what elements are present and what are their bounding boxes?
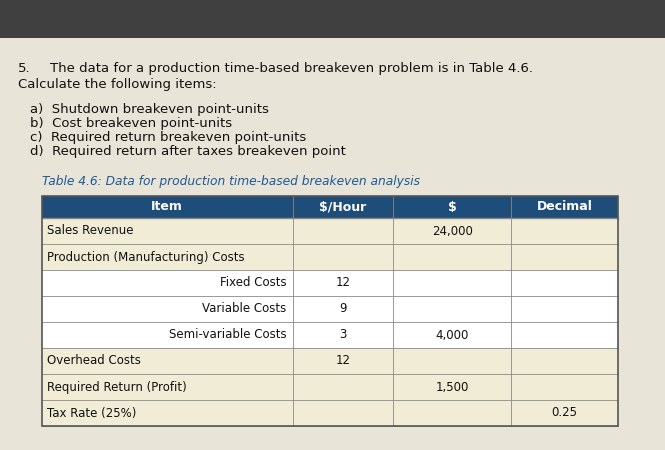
Text: 1,500: 1,500 xyxy=(436,381,469,393)
Text: 24,000: 24,000 xyxy=(432,225,473,238)
Text: Variable Costs: Variable Costs xyxy=(202,302,287,315)
FancyBboxPatch shape xyxy=(42,296,618,322)
Text: Calculate the following items:: Calculate the following items: xyxy=(18,78,217,91)
Text: 5.: 5. xyxy=(18,62,31,75)
Text: 9: 9 xyxy=(339,302,346,315)
Text: Semi-variable Costs: Semi-variable Costs xyxy=(169,328,287,342)
Text: 3: 3 xyxy=(339,328,346,342)
Text: d)  Required return after taxes breakeven point: d) Required return after taxes breakeven… xyxy=(30,145,346,158)
Text: The data for a production time-based breakeven problem is in Table 4.6.: The data for a production time-based bre… xyxy=(50,62,533,75)
Text: 12: 12 xyxy=(335,276,350,289)
Text: 0.25: 0.25 xyxy=(552,406,578,419)
FancyBboxPatch shape xyxy=(42,348,618,374)
Text: Required Return (Profit): Required Return (Profit) xyxy=(47,381,187,393)
Text: Decimal: Decimal xyxy=(537,201,593,213)
FancyBboxPatch shape xyxy=(42,218,618,244)
Text: $/Hour: $/Hour xyxy=(319,201,366,213)
Text: 12: 12 xyxy=(335,355,350,368)
Text: c)  Required return breakeven point-units: c) Required return breakeven point-units xyxy=(30,131,307,144)
Text: Tax Rate (25%): Tax Rate (25%) xyxy=(47,406,136,419)
Text: Table 4.6: Data for production time-based breakeven analysis: Table 4.6: Data for production time-base… xyxy=(42,175,420,188)
FancyBboxPatch shape xyxy=(42,196,618,218)
FancyBboxPatch shape xyxy=(42,374,618,400)
Text: Fixed Costs: Fixed Costs xyxy=(220,276,287,289)
Text: $: $ xyxy=(448,201,457,213)
FancyBboxPatch shape xyxy=(42,244,618,270)
Text: Sales Revenue: Sales Revenue xyxy=(47,225,134,238)
Text: b)  Cost breakeven point-units: b) Cost breakeven point-units xyxy=(30,117,232,130)
FancyBboxPatch shape xyxy=(42,322,618,348)
Text: Production (Manufacturing) Costs: Production (Manufacturing) Costs xyxy=(47,251,245,264)
Text: Item: Item xyxy=(152,201,184,213)
Text: a)  Shutdown breakeven point-units: a) Shutdown breakeven point-units xyxy=(30,103,269,116)
FancyBboxPatch shape xyxy=(0,0,665,38)
FancyBboxPatch shape xyxy=(42,270,618,296)
Text: Overhead Costs: Overhead Costs xyxy=(47,355,141,368)
FancyBboxPatch shape xyxy=(42,400,618,426)
Text: 4,000: 4,000 xyxy=(436,328,469,342)
FancyBboxPatch shape xyxy=(0,38,665,450)
